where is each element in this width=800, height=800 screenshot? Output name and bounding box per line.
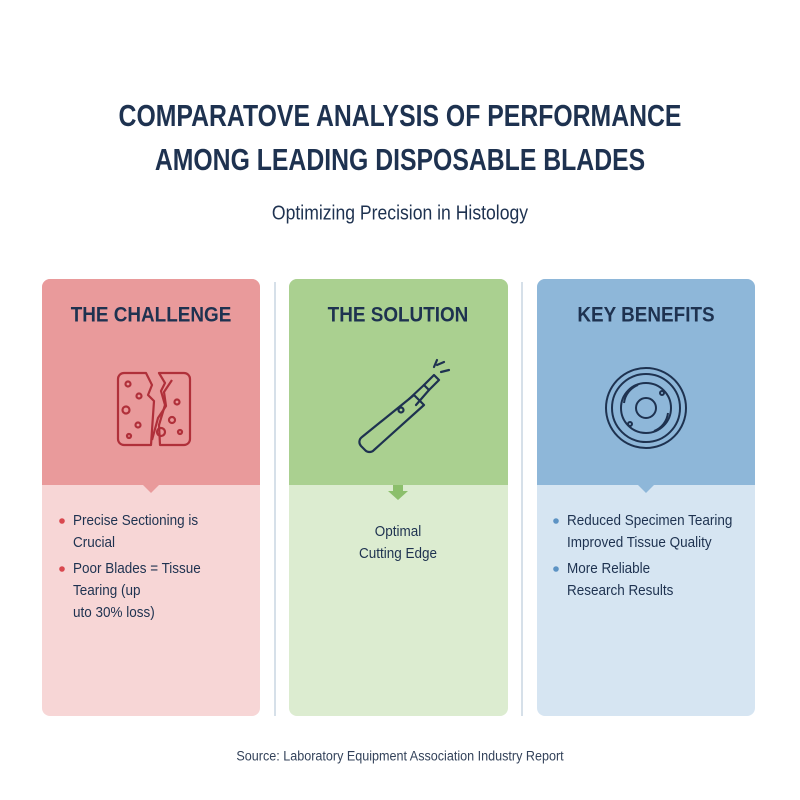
bullet-text: Tearing (up — [73, 582, 141, 599]
icon-specimen — [605, 367, 687, 449]
card-heading: KEY BENEFITS — [577, 304, 714, 327]
source: Source: Laboratory Equipment Association… — [236, 748, 564, 764]
heading-group: THE CHALLENGE — [71, 304, 232, 327]
card-text: Optimal — [375, 523, 421, 540]
bullet-text: More Reliable — [567, 560, 650, 577]
line-group: Poor Blades = Tissue — [73, 560, 201, 577]
bullet-text: Improved Tissue Quality — [567, 534, 712, 551]
line-group: Reduced Specimen Tearing — [567, 512, 732, 529]
subtitle: Optimizing Precision in Histology — [272, 201, 529, 223]
icon-blade — [358, 358, 451, 454]
bullet — [553, 518, 559, 524]
line-group: Precise Sectioning is — [73, 512, 198, 529]
texts: COMPARATOVE ANALYSIS OF PERFORMANCE AMONG… — [59, 99, 732, 764]
title: COMPARATOVE ANALYSIS OF PERFORMANCE — [119, 99, 682, 133]
bullet-text: Precise Sectioning is — [73, 512, 198, 529]
bullet — [553, 566, 559, 572]
line-group: uto 30% loss) — [73, 604, 155, 621]
title: AMONG LEADING DISPOSABLE BLADES — [155, 143, 645, 177]
bullet-text: Research Results — [567, 582, 673, 599]
card-heading: THE CHALLENGE — [71, 304, 232, 327]
bullet-text: Reduced Specimen Tearing — [567, 512, 732, 529]
line-group: More Reliable — [567, 560, 650, 577]
title-group: COMPARATOVE ANALYSIS OF PERFORMANCE AMONG… — [119, 99, 682, 177]
bullet-text: Crucial — [73, 534, 115, 551]
card-heading: THE SOLUTION — [328, 304, 469, 327]
line-group: Tearing (up — [73, 582, 141, 599]
heading-group: KEY BENEFITS — [577, 304, 714, 327]
bullet-text: Poor Blades = Tissue — [73, 560, 201, 577]
heading-group: THE SOLUTION — [328, 304, 469, 327]
line-group: Improved Tissue Quality — [567, 534, 712, 551]
card-challenge — [42, 279, 260, 716]
card-benefits — [537, 279, 755, 716]
bullet — [59, 566, 65, 572]
bullet-text: uto 30% loss) — [73, 604, 155, 621]
source-group: Source: Laboratory Equipment Association… — [236, 748, 564, 764]
subtitle-group: Optimizing Precision in Histology — [272, 201, 529, 223]
line-group: Crucial — [73, 534, 115, 551]
card-solution — [289, 279, 508, 716]
card-text: Cutting Edge — [359, 545, 437, 562]
line-group: Optimal — [375, 523, 421, 540]
bullet — [59, 518, 65, 524]
line-group: Research Results — [567, 582, 673, 599]
icon-tissue — [116, 371, 192, 447]
line-group: Cutting Edge — [359, 545, 437, 562]
